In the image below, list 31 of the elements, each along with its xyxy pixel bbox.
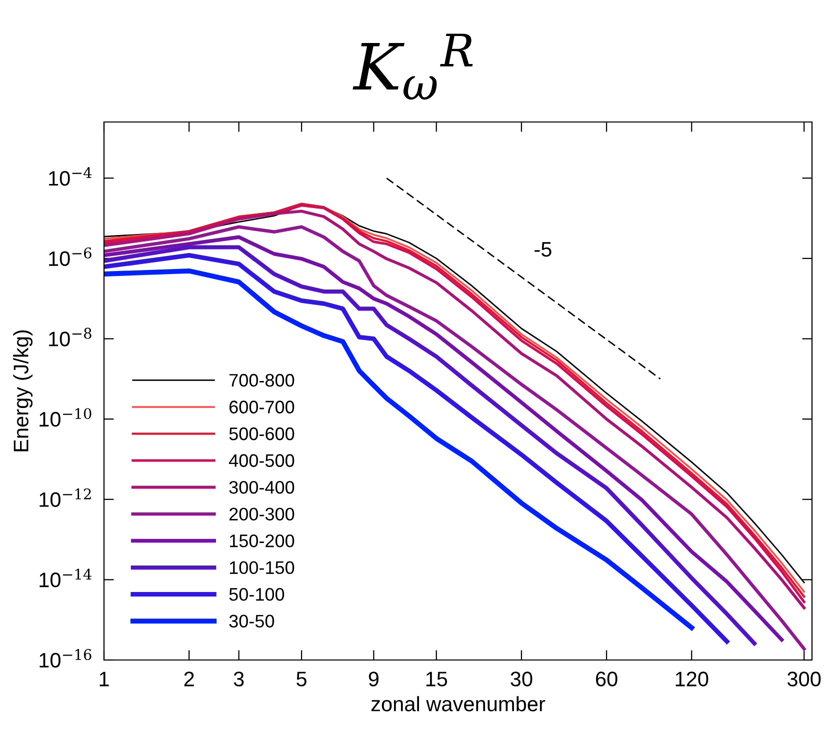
y-tick-label: 10$^{−6}$ [49,247,92,266]
legend-label: 50-100 [229,588,284,601]
annotation: -5 [534,242,552,257]
y-axis-title: Energy (J/kg) [13,330,33,452]
y-tick-label: 10$^{−16}$ [40,649,92,668]
legend-label: 30-50 [229,614,274,628]
y-tick-label: 10$^{−4}$ [49,167,92,186]
x-tick-label: 5 [296,672,306,686]
x-axis-title: zonal wavenumber [371,696,546,712]
y-tick-label: 10$^{−10}$ [40,408,92,427]
x-tick-label: 9 [368,672,378,686]
y-tick-label: 10$^{−14}$ [40,568,92,588]
chart-title: K$_{ω}$$^{R}$ [352,34,473,100]
x-tick-label: 3 [234,672,244,686]
y-tick-label: 10$^{−8}$ [49,328,92,346]
legend-label: 100-150 [230,561,294,574]
legend-label: 150-200 [230,534,294,548]
legend-label: 200-300 [229,508,294,520]
legend-label: 500-600 [229,427,294,440]
legend-label: 300-400 [229,480,294,494]
x-tick-label: 30 [510,672,532,686]
x-tick-label: 15 [426,672,448,686]
legend-label: 700-800 [230,374,294,387]
x-tick-label: 1 [100,672,109,686]
x-tick-label: 60 [596,672,618,686]
legend-label: 600-700 [230,400,294,414]
y-tick-label: 10$^{−12}$ [40,488,91,507]
x-tick-label: 2 [184,672,194,686]
x-tick-label: 120 [676,672,708,686]
x-tick-label: 300 [787,672,821,686]
legend-label: 400-500 [229,454,294,467]
